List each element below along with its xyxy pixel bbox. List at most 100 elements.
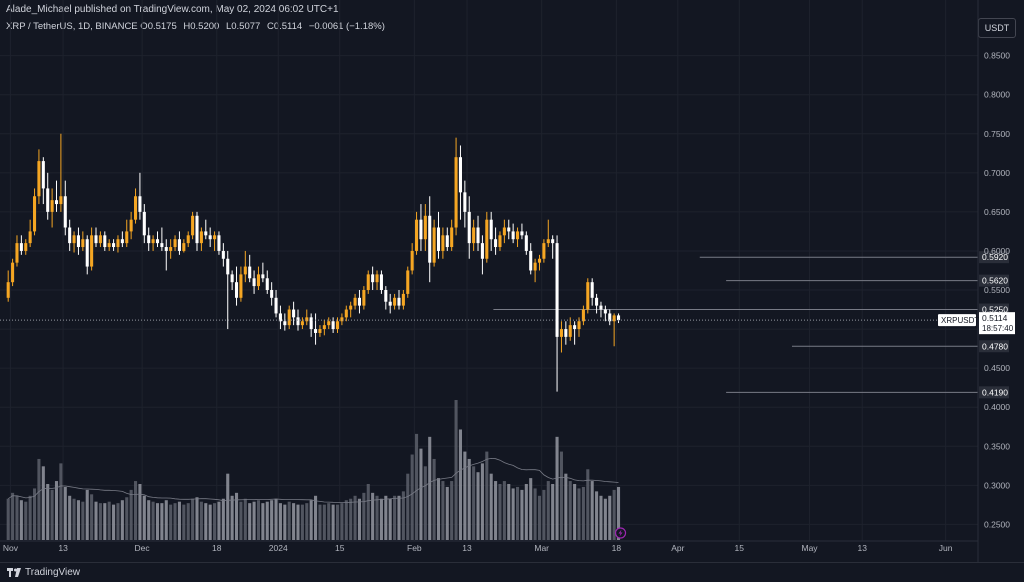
time-axis[interactable]: Nov 13 Dec 18 2024 15 Feb 13 Mar 18 Apr 15 May 13 Jun <box>0 0 979 562</box>
candle-body <box>595 297 599 306</box>
volume-bar <box>107 501 111 540</box>
candle-body <box>454 157 458 228</box>
symbol-tag <box>938 314 976 327</box>
volume-bar <box>555 436 559 540</box>
candle-body <box>366 274 370 290</box>
x-tick-label: 2024 <box>269 543 288 553</box>
candle-body <box>125 231 129 244</box>
tradingview-logo-icon <box>7 568 21 577</box>
volume-bar <box>274 498 278 540</box>
ohlc-values: O0.5175 H0.5200 L0.5077 C0.5114 −0.0061 … <box>140 21 389 32</box>
candle-body <box>68 227 72 244</box>
volume-bar <box>401 491 405 540</box>
volume-bar <box>155 503 160 540</box>
candle-body <box>568 325 572 337</box>
candle-body <box>177 239 181 251</box>
candle-body <box>98 235 102 244</box>
volume-bar <box>19 500 23 540</box>
volume-bar <box>15 495 19 540</box>
candle-body <box>186 235 190 244</box>
tradingview-logo[interactable]: TradingView <box>7 567 80 578</box>
volume-bar <box>76 500 80 540</box>
volume-bar <box>112 504 116 540</box>
volume-bar <box>612 489 616 540</box>
candle-body <box>173 239 177 248</box>
candle-body <box>142 211 146 236</box>
candle-body <box>300 321 304 326</box>
volume-bar <box>230 495 234 540</box>
candle-body <box>107 243 111 248</box>
volume-bar <box>54 481 59 540</box>
candle-body <box>415 219 419 251</box>
volume-bar <box>191 498 195 540</box>
candle-body <box>524 235 528 251</box>
volume-bar <box>296 504 300 540</box>
candle-body <box>445 235 449 248</box>
volume-bar <box>480 463 484 540</box>
candle-body <box>292 309 296 318</box>
volume-bar <box>28 495 32 540</box>
ohlc-key-o: O <box>140 21 148 32</box>
candle-body <box>37 161 41 197</box>
candle-body <box>182 243 186 251</box>
candle-body <box>612 315 616 322</box>
candle-body <box>406 270 410 294</box>
volume-bar <box>68 495 72 540</box>
volume-bar <box>287 501 291 540</box>
volume-bar <box>524 484 528 540</box>
candles <box>6 133 621 392</box>
volume-bar <box>221 498 225 540</box>
candle-body <box>542 243 546 259</box>
candle-body <box>217 235 221 251</box>
volume-bar <box>384 495 388 540</box>
volume-bar <box>340 503 344 540</box>
candle-body <box>344 309 348 318</box>
symbol-name: XRP / TetherUS, 1D, BINANCE <box>6 21 138 32</box>
candle-body <box>458 157 462 193</box>
volume-bar <box>147 500 151 540</box>
x-tick-label: 13 <box>58 543 68 553</box>
candle-body <box>559 329 563 337</box>
volume-bar <box>300 504 304 540</box>
x-tick-label: 13 <box>857 543 867 553</box>
candle-body <box>410 250 414 271</box>
candle-body <box>379 274 383 290</box>
candle-body <box>33 196 37 232</box>
volume-bar <box>349 498 353 540</box>
y-tick-label: 0.5500 <box>984 285 1010 295</box>
y-tick-label: 0.3500 <box>984 441 1010 451</box>
volume-bar <box>81 501 85 540</box>
x-tick-label: Nov <box>3 543 19 553</box>
volume-bar <box>520 489 524 540</box>
volume-bar <box>283 504 287 540</box>
candle-body <box>599 305 603 310</box>
volume-bar <box>322 504 326 540</box>
ohlc-value: −0.0061 (−1.18%) <box>308 21 385 32</box>
candle-body <box>46 188 50 212</box>
candle-body <box>85 239 89 267</box>
candle-body <box>537 258 542 263</box>
candle-body <box>375 274 379 283</box>
candle-body <box>340 317 344 322</box>
candle-body <box>169 247 173 251</box>
volume-bar <box>318 504 322 540</box>
volume-ma-line <box>7 457 619 503</box>
candle-body <box>63 196 67 228</box>
candle-body <box>327 321 331 326</box>
candle-body <box>24 243 28 251</box>
current-price-box <box>979 312 1015 335</box>
volume-bar <box>94 501 98 540</box>
volume-bar <box>507 484 511 540</box>
candle-body <box>226 258 230 275</box>
candle-body <box>116 239 120 248</box>
volume-bar <box>142 495 146 540</box>
volume-bar <box>551 484 555 540</box>
price-axis[interactable]: 0.8500 0.8000 0.7500 0.7000 0.6500 0.6000 0.55… <box>984 51 1010 530</box>
volume-bar <box>11 492 15 540</box>
volume-bar <box>573 484 577 540</box>
volume-bar <box>603 498 607 540</box>
level-price-label: 0.4780 <box>982 341 1008 351</box>
ohlc-key-l: L <box>223 21 232 32</box>
volume-bar <box>441 481 445 540</box>
